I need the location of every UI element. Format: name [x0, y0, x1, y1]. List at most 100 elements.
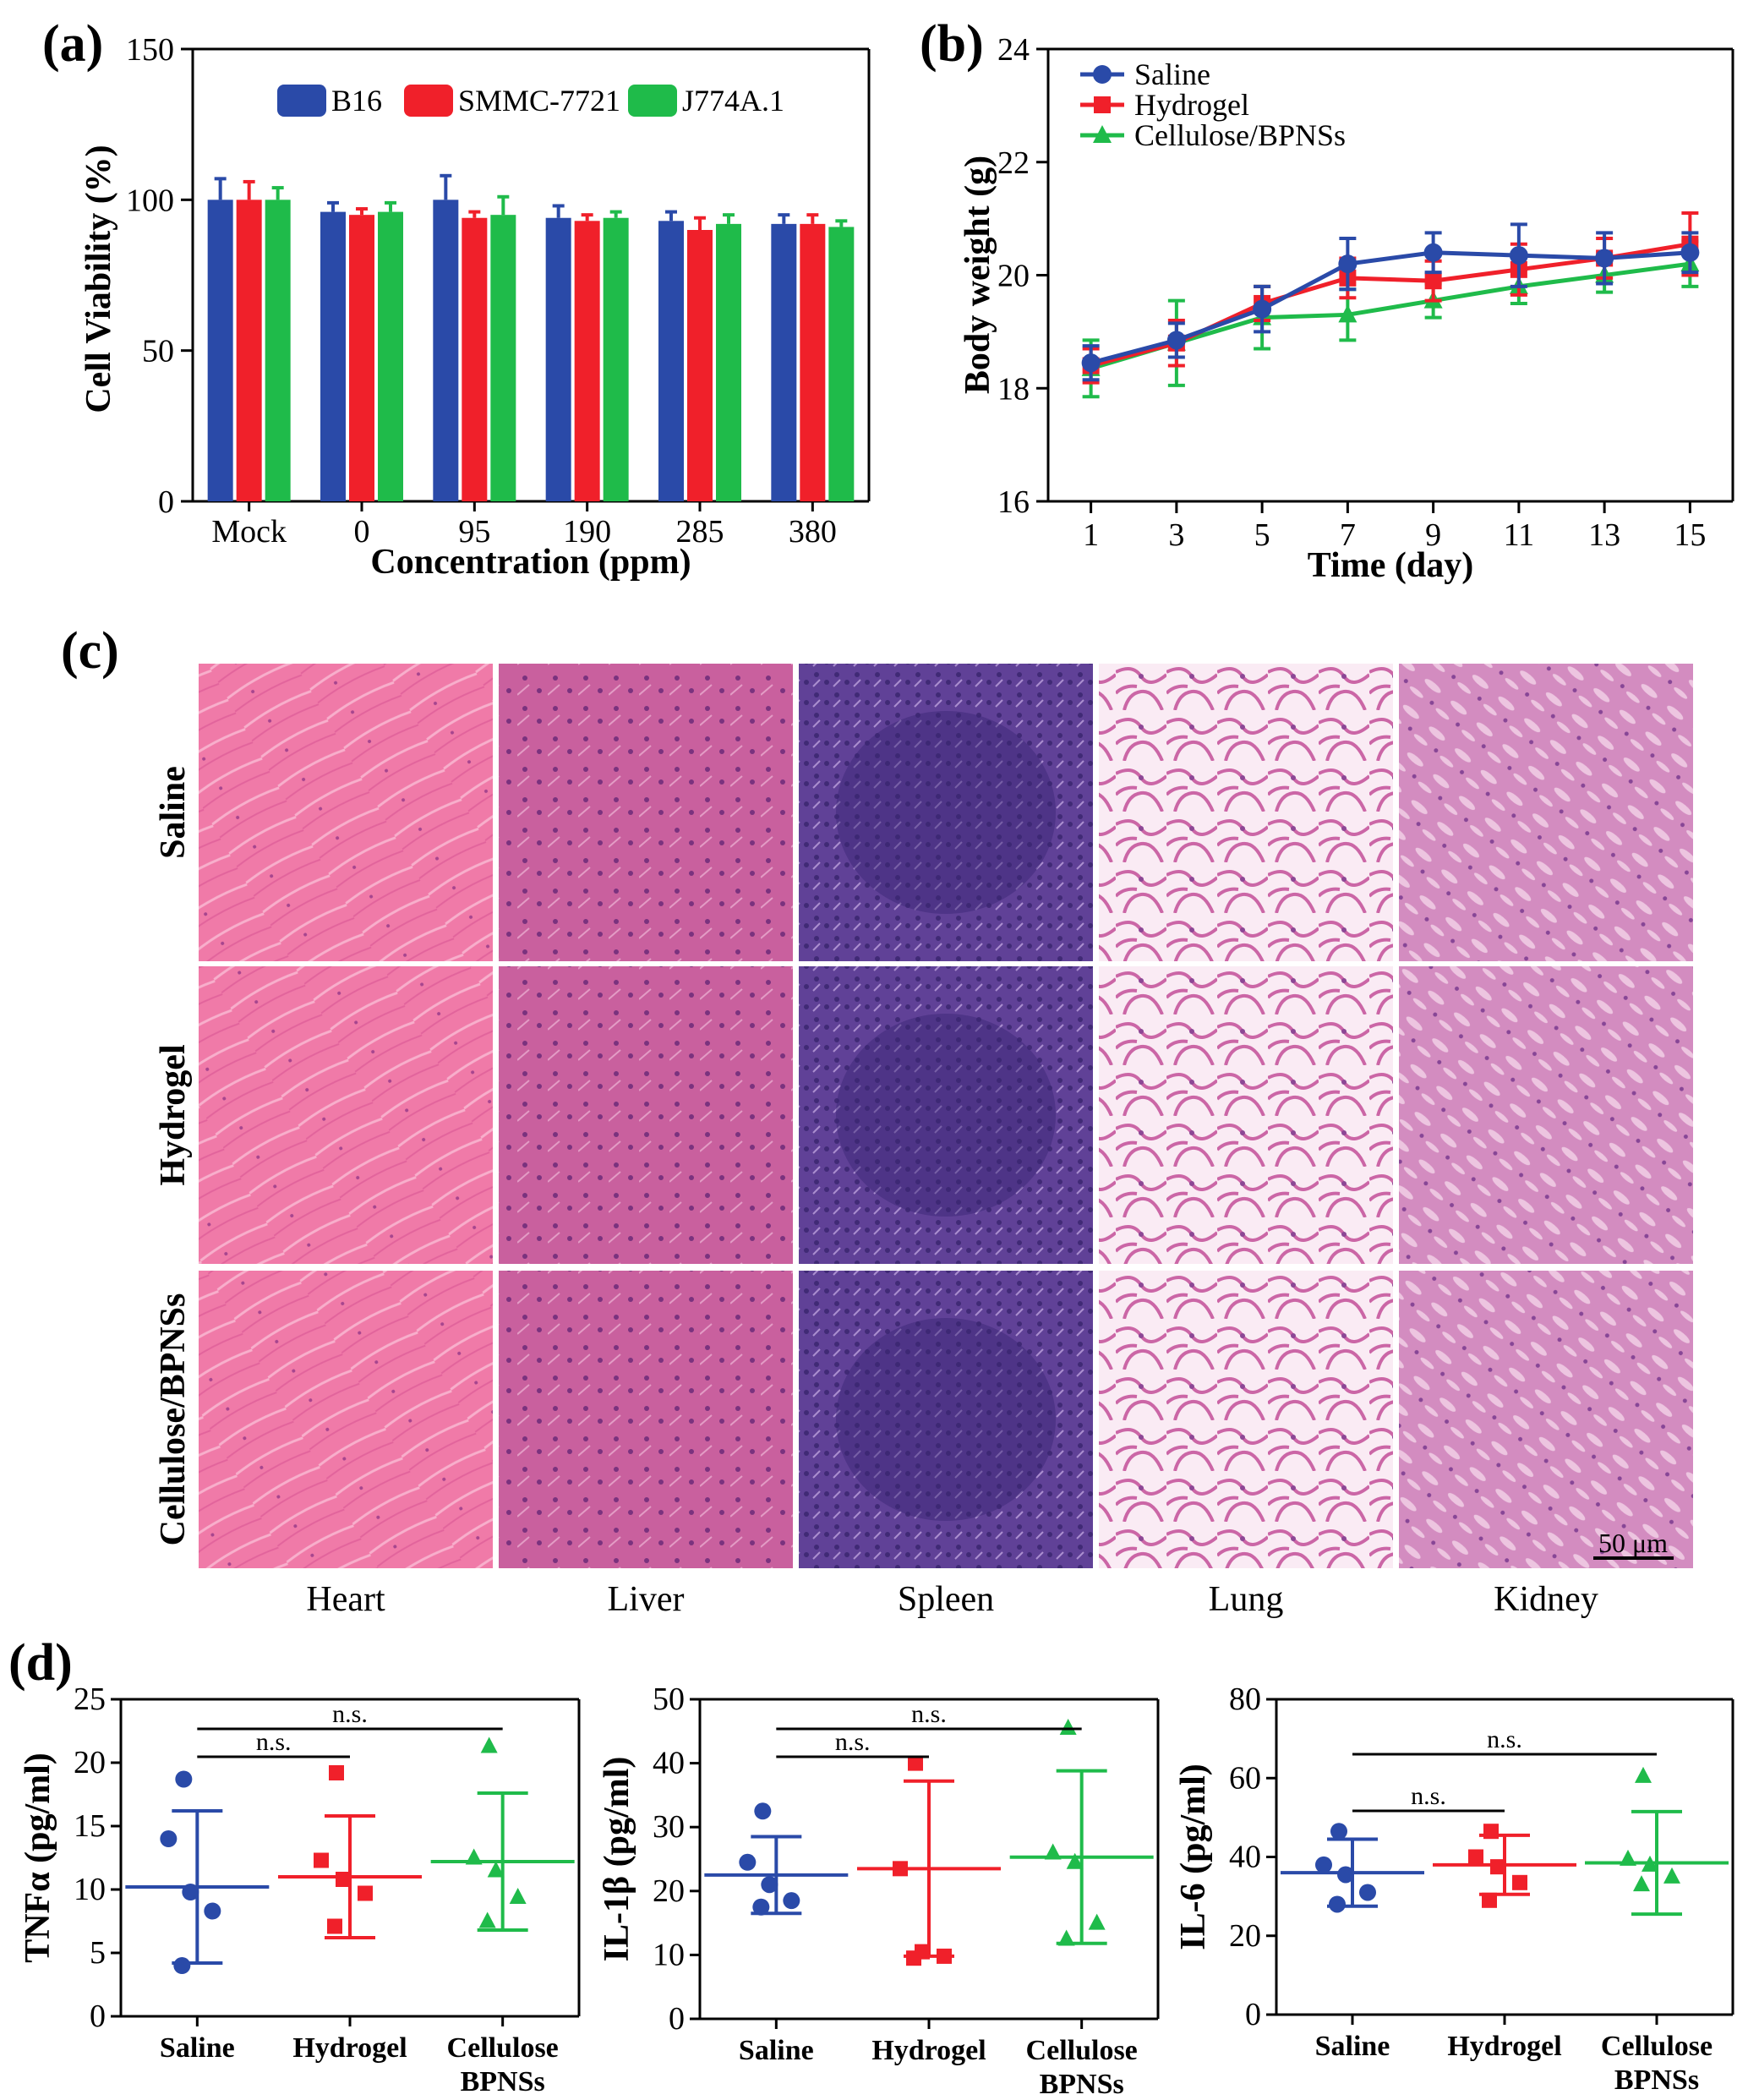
data-point — [1483, 1824, 1499, 1840]
data-point — [1633, 1875, 1650, 1892]
category-label: Cellulose — [1026, 2035, 1138, 2066]
x-tick-label: 5 — [1254, 517, 1270, 553]
y-tick-label: 0 — [158, 484, 174, 520]
panel-d: (d) 0 5 10 15 20 25 TNFα (pg/ml) Saline Hydrogel… — [8, 1634, 1734, 2100]
data-point — [1468, 1849, 1483, 1865]
bar — [462, 217, 488, 501]
row-label: Hydrogel — [154, 1044, 193, 1185]
data-point — [480, 1736, 498, 1753]
data-point — [1059, 1719, 1077, 1736]
data-point — [739, 1853, 757, 1871]
category-label: Hydrogel — [1447, 2031, 1561, 2062]
x-tick-label: 7 — [1340, 517, 1356, 553]
bar — [545, 217, 571, 501]
tissue-image-heart — [199, 966, 493, 1264]
category-label: BPNSs — [461, 2066, 545, 2096]
data-point — [358, 1885, 373, 1901]
y-tick-label: 20 — [74, 1745, 106, 1780]
bar — [433, 200, 459, 502]
panel-c-row-labels: Saline Hydrogel Cellulose/BPNSs — [154, 766, 193, 1545]
tissue-texture — [799, 1271, 1093, 1568]
data-point — [754, 1802, 772, 1820]
x-tick-label: 190 — [563, 514, 611, 550]
data-point — [1081, 353, 1101, 373]
data-point — [314, 1852, 329, 1868]
y-tick-label: 40 — [653, 1746, 685, 1781]
y-tick-label: 50 — [142, 334, 174, 369]
data-point — [1663, 1867, 1680, 1884]
data-point — [327, 1918, 342, 1934]
significance-label: n.s. — [835, 1728, 871, 1756]
data-point — [478, 1911, 496, 1928]
y-tick-label: 22 — [997, 145, 1030, 181]
tissue-texture — [199, 966, 493, 1264]
category-label: Saline — [160, 2032, 235, 2064]
legend-label: J774A.1 — [682, 84, 784, 118]
data-point — [329, 1765, 344, 1780]
x-tick-label: 0 — [354, 514, 370, 550]
tissue-image-spleen — [799, 966, 1093, 1264]
data-point — [1088, 1913, 1106, 1930]
panel-b-y-title: Body weight (g) — [959, 156, 997, 394]
bar — [603, 217, 629, 501]
x-tick-label: Mock — [211, 514, 287, 550]
y-tick-label: 25 — [74, 1682, 106, 1717]
panel-a-bars — [207, 173, 855, 502]
white-pulp-region — [836, 1318, 1056, 1521]
panel-a-y-title: Cell Viability (%) — [79, 145, 118, 413]
y-tick-label: 18 — [997, 371, 1030, 407]
category-label: Hydrogel — [871, 2035, 986, 2066]
tissue-texture — [199, 664, 493, 961]
data-point — [1423, 243, 1443, 262]
bar — [349, 215, 374, 501]
y-tick-label: 0 — [1245, 1997, 1261, 2032]
y-tick-label: 60 — [1229, 1760, 1261, 1796]
data-point — [1329, 1895, 1346, 1913]
category-label: BPNSs — [1614, 2064, 1699, 2096]
legend-swatch — [404, 85, 453, 117]
panel-d-tag: (d) — [8, 1634, 73, 1692]
tissue-image-lung — [1099, 1271, 1393, 1568]
bar — [716, 223, 741, 501]
data-point — [1680, 243, 1700, 262]
column-label: Kidney — [1494, 1580, 1598, 1619]
data-point — [1330, 1823, 1347, 1840]
dot-plot-3: 0 20 40 60 80 IL-6 (pg/ml) Saline Hydrogel Cellu… — [1174, 1682, 1734, 2096]
panel-c: (c) Saline Hydrogel Cellulose/BPNSs Heart L… — [61, 622, 1693, 1619]
data-point — [937, 1948, 952, 1964]
data-point — [1337, 1866, 1354, 1884]
tissue-image-liver — [499, 966, 793, 1264]
column-label: Liver — [608, 1580, 685, 1619]
bar — [378, 211, 403, 501]
y-tick-label: 24 — [997, 32, 1030, 68]
scale-bar: 50 μm — [1593, 1528, 1674, 1560]
tissue-texture — [799, 664, 1093, 961]
x-tick-label: 3 — [1168, 517, 1184, 553]
y-tick-label: 20 — [653, 1873, 685, 1909]
y-tick-label: 0 — [90, 1999, 106, 2034]
data-point — [487, 1861, 505, 1878]
significance-label: n.s. — [256, 1728, 292, 1756]
bar — [658, 221, 684, 501]
x-tick-label: 11 — [1504, 517, 1535, 553]
panel-a-tag: (a) — [42, 15, 103, 73]
panel-b-y-ticks: 16 18 20 22 24 — [997, 32, 1048, 520]
y-tick-label: 16 — [997, 484, 1030, 520]
data-point — [509, 1888, 527, 1904]
panel-b-tag: (b) — [920, 15, 984, 73]
data-point — [1642, 1855, 1658, 1872]
data-point — [1066, 1852, 1084, 1869]
y-title: IL-6 (pg/ml) — [1174, 1764, 1213, 1950]
column-label: Heart — [306, 1580, 385, 1619]
panel-a-y-ticks: 0 50 100 150 — [126, 32, 193, 520]
tissue-texture — [1099, 1271, 1393, 1568]
tissue-texture — [1399, 1271, 1693, 1568]
bar — [265, 200, 291, 502]
bar — [490, 215, 516, 501]
column-label: Spleen — [898, 1580, 994, 1619]
data-point — [1635, 1766, 1652, 1783]
significance-label: n.s. — [911, 1700, 947, 1728]
legend-marker — [1093, 65, 1112, 84]
tissue-texture — [499, 664, 793, 961]
